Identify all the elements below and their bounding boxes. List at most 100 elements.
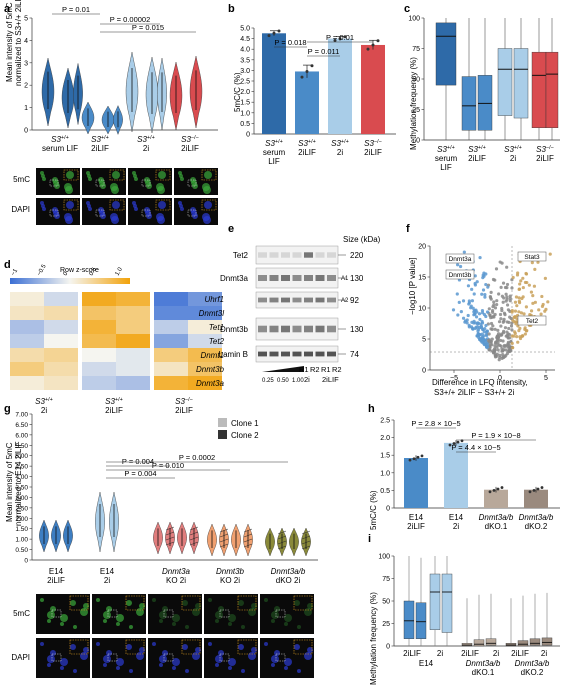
d-legend-bar [10, 278, 130, 284]
f-protein-dot [531, 294, 535, 298]
f-xtick-label: 0 [498, 375, 502, 382]
c-box [461, 76, 477, 131]
f-protein-dot [491, 324, 495, 328]
f-protein-dot [510, 328, 514, 332]
f-protein-dot [484, 342, 488, 346]
g-cell-spot [136, 608, 144, 616]
a-ytick-label: 3 [24, 60, 28, 67]
h-bar [404, 458, 428, 508]
f-protein-dot [493, 327, 497, 331]
g-cell-spot [159, 611, 167, 619]
h-ytick-label: 2.5 [380, 418, 390, 425]
e-blot-band [292, 275, 302, 281]
g-cell-spot [271, 655, 279, 663]
a-roi-box [141, 179, 151, 187]
a-cell-spot [112, 201, 120, 209]
g-cell-spot [152, 598, 156, 602]
a-ytick-label: 2 [24, 83, 28, 90]
b-genotype-label: S3+/+ [298, 139, 316, 148]
f-protein-dot [505, 330, 509, 334]
i-box [485, 638, 497, 646]
f-callout-box [445, 253, 475, 264]
f-protein-dot [517, 310, 521, 314]
b-condition-label: 2i [337, 148, 343, 157]
f-protein-dot [495, 345, 499, 349]
a-cell-spot [134, 177, 138, 181]
d-condition-label: 2i [41, 406, 47, 415]
f-protein-dot [520, 296, 524, 301]
g-cell-spot [129, 625, 133, 629]
d-heat-cell [188, 348, 222, 362]
g-clone2-hatch [301, 545, 311, 550]
panel-letter-a: a [4, 3, 11, 15]
g-cell-spot [83, 647, 89, 653]
f-protein-dot [530, 261, 534, 265]
h-ytick-label: 2.0 [380, 435, 390, 442]
g-cell-spot [264, 598, 268, 602]
f-protein-dot [533, 267, 537, 271]
e-blot-band [315, 275, 325, 281]
g-group-sublabel: KO 2i [166, 576, 186, 585]
f-protein-dot [480, 321, 485, 325]
e-lane-label: R1 [299, 365, 309, 374]
panel-d: Row z-score −1 −0.5 0 0.5 1.0 Uhrf1 Dnmt3l Tet… [10, 263, 225, 415]
g-clone2-hatch [243, 533, 253, 538]
d-genotype-label: S3−/− [175, 397, 193, 406]
f-protein-dot [505, 265, 509, 269]
g-cell-spot [218, 606, 224, 612]
b-condition-label: 2iLIF [364, 148, 382, 157]
i-box [517, 640, 529, 647]
g-cell-spot [241, 669, 245, 673]
f-protein-dot [499, 317, 503, 321]
f-protein-dot [509, 324, 514, 328]
b-bar [262, 33, 286, 134]
g-cell-spot [126, 600, 132, 606]
f-protein-dot [529, 290, 534, 294]
d-heat-cell [82, 362, 116, 376]
f-protein-dot [469, 306, 473, 310]
a-ytick-label: 4 [24, 38, 28, 45]
g-clone2-hatch [243, 528, 253, 533]
e-blot-band [327, 325, 336, 333]
f-protein-dot [524, 271, 528, 276]
f-protein-dot [510, 309, 514, 313]
a-cell-spot [112, 171, 120, 179]
h-replicate-dot [528, 490, 532, 494]
a-condition-label: 2i [143, 144, 149, 153]
c-ylabel: Methylation frequency (%) [409, 57, 418, 150]
f-protein-dot [508, 315, 512, 319]
a-cell-spot [180, 177, 184, 181]
i-condition-label: 2iLIF [511, 649, 529, 658]
f-protein-dot [451, 308, 456, 312]
c-ytick-label: 25 [412, 107, 420, 114]
h-replicate-dot [488, 490, 492, 494]
a-cell-spot [66, 201, 74, 209]
g-roi-box [163, 609, 174, 618]
a-condition-label: serum LIF [42, 144, 78, 153]
a-cell-spot [204, 171, 212, 179]
h-group-label: E14 [449, 513, 464, 522]
g-legend-label: Clone 1 [231, 419, 259, 428]
g-cell-spot [172, 658, 180, 666]
g-clone2-hatch [219, 533, 229, 538]
g-image-row-label: 5mC [13, 609, 30, 618]
e-blot-band [269, 252, 279, 258]
b-replicate-dot [300, 75, 304, 79]
c-genotype-label: S3+/+ [504, 145, 522, 154]
g-roi-box [163, 653, 174, 662]
f-protein-dot [513, 300, 518, 304]
f-protein-dot [478, 256, 482, 260]
b-ytick-label: 5.0 [240, 26, 250, 33]
g-cell-spot [136, 652, 144, 660]
g-cell-spot [116, 666, 120, 670]
c-ytick-label: 50 [412, 77, 420, 84]
g-cell-spot [70, 644, 76, 650]
f-protein-dot [492, 300, 496, 304]
f-ylabel: −log10 [P value] [408, 258, 417, 315]
g-ytick-label: 0 [24, 558, 28, 565]
h-replicate-dot [408, 458, 412, 462]
f-protein-dot [494, 340, 498, 344]
e-dilution-label: 1.00 [292, 378, 304, 384]
g-roi-box [275, 653, 286, 662]
b-replicate-dot [338, 37, 342, 41]
